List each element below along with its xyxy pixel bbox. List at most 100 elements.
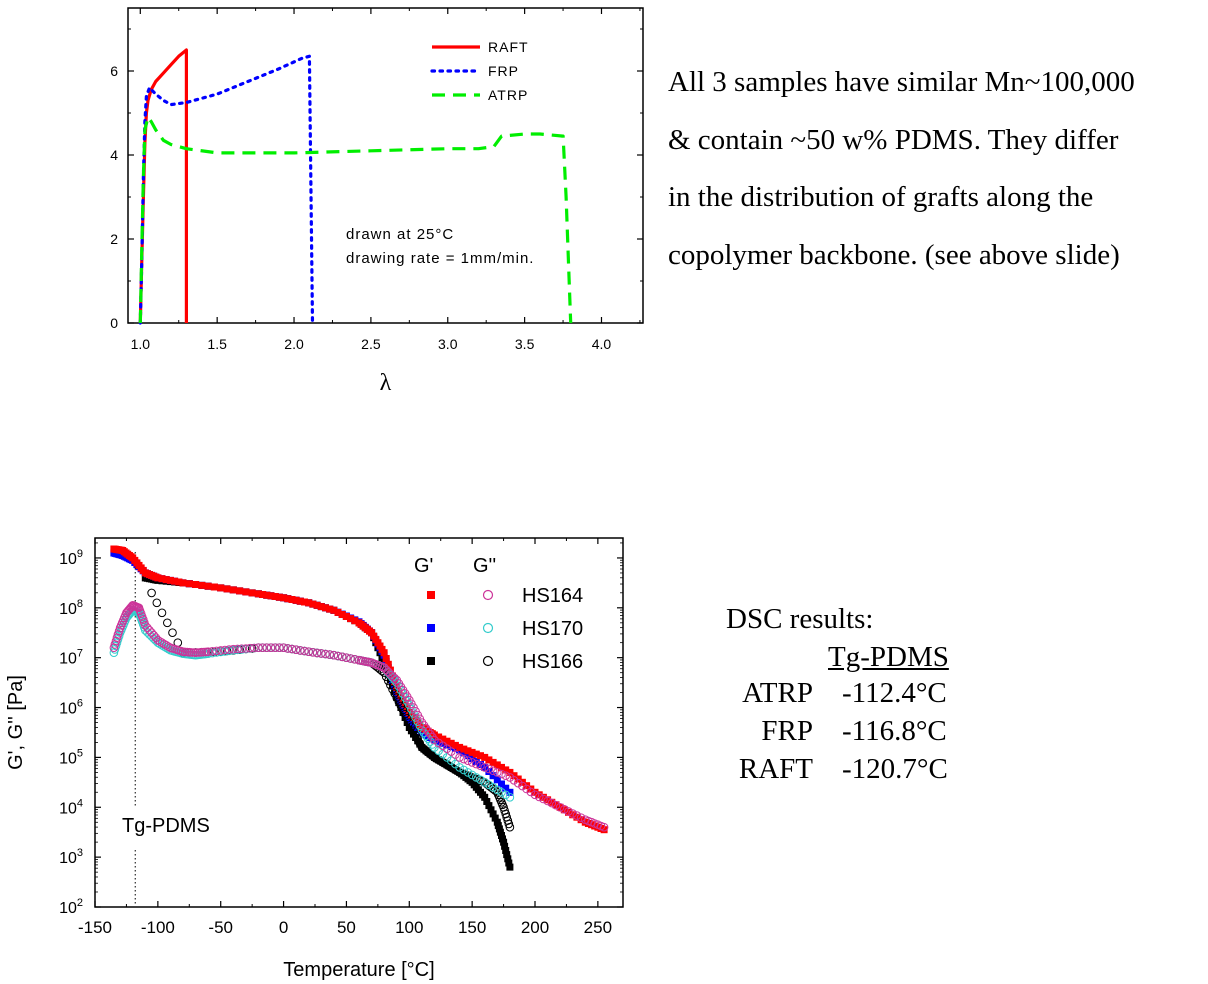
data-point-gdoubleprime-hs170	[484, 780, 494, 790]
data-point-gdoubleprime-hs164	[270, 643, 280, 653]
legend-header: G'	[414, 555, 433, 577]
data-point-gdoubleprime-hs170	[407, 704, 416, 714]
data-point-gprime-hs164	[510, 772, 518, 780]
data-point-gdoubleprime-hs164	[572, 811, 582, 820]
data-point-gdoubleprime-hs170	[493, 785, 502, 795]
data-point-gprime-hs170	[506, 788, 514, 796]
data-point-gdoubleprime-hs170	[476, 775, 485, 785]
data-point-gdoubleprime-hs164	[245, 643, 255, 653]
data-point-gdoubleprime-hs170	[405, 700, 414, 710]
data-point-gprime-hs164	[498, 763, 505, 771]
data-point-gprime-hs170	[489, 772, 497, 780]
data-point-gdoubleprime-hs164	[421, 724, 431, 733]
data-point-gdoubleprime-hs164	[543, 796, 552, 806]
data-point-gprime-hs164	[334, 608, 342, 616]
legend-label: RAFT	[488, 39, 529, 55]
dsc-row-value: -112.4°C	[842, 677, 947, 709]
data-point-gdoubleprime-hs170	[153, 638, 163, 648]
y-tick-label: 103	[59, 847, 83, 867]
data-point-gdoubleprime-hs164	[283, 644, 293, 653]
data-point-gprime-hs164	[399, 696, 407, 704]
data-point-gprime-hs164	[322, 604, 329, 612]
legend-swatch-square	[427, 657, 435, 665]
dsc-row: FRP -116.8°C	[726, 715, 971, 753]
data-point-gdoubleprime-hs166	[168, 628, 177, 638]
data-point-gdoubleprime-hs170	[467, 770, 477, 780]
data-point-gprime-hs164	[204, 582, 212, 590]
data-point-gdoubleprime-hs164	[419, 721, 429, 730]
data-point-gdoubleprime-hs164	[149, 630, 158, 640]
dsc-row-name: FRP	[761, 715, 813, 747]
paragraph-line: All 3 samples have similar Mn~100,000	[668, 66, 1135, 98]
data-point-gprime-hs164	[271, 593, 279, 600]
y-tick-label: 0	[110, 315, 118, 331]
x-tick-label: 3.0	[438, 336, 458, 352]
chart-annotation: drawing rate = 1mm/min.	[346, 250, 534, 267]
dsc-row-value: -120.7°C	[842, 753, 948, 785]
y-tick-label: 4	[110, 147, 118, 163]
data-point-gdoubleprime-hs164	[476, 761, 485, 771]
data-point-gdoubleprime-hs170	[480, 778, 490, 787]
data-point-gdoubleprime-hs164	[346, 654, 355, 663]
data-point-gdoubleprime-hs166	[409, 726, 418, 736]
data-point-gdoubleprime-hs164	[501, 771, 511, 781]
data-point-gdoubleprime-hs164	[145, 626, 154, 635]
data-point-gdoubleprime-hs166	[411, 730, 420, 740]
data-point-gdoubleprime-hs164	[425, 729, 435, 739]
data-point-gprime-hs170	[464, 752, 472, 760]
y-tick-label: 105	[59, 747, 83, 767]
data-point-gdoubleprime-hs164	[530, 790, 540, 800]
data-point-gdoubleprime-hs166	[157, 608, 167, 618]
data-point-gdoubleprime-hs170	[463, 768, 473, 777]
data-point-gdoubleprime-hs170	[459, 765, 469, 775]
x-tick-label: 150	[458, 918, 486, 937]
data-point-gprime-hs164	[342, 613, 350, 620]
legend-swatch-circle	[482, 655, 494, 667]
x-tick-label: 2.5	[361, 336, 381, 352]
data-point-gprime-hs164	[382, 655, 390, 662]
data-point-gdoubleprime-hs170	[455, 763, 464, 772]
x-tick-label: 1.5	[207, 336, 227, 352]
data-point-gprime-hs164	[464, 747, 472, 755]
y-tick-label: 108	[59, 598, 83, 618]
data-point-gdoubleprime-hs170	[411, 713, 420, 722]
data-point-gdoubleprime-hs164	[333, 651, 343, 661]
data-point-gprime-hs170	[498, 780, 505, 788]
data-point-gdoubleprime-hs166	[430, 753, 439, 762]
data-point-gdoubleprime-hs164	[233, 644, 242, 654]
data-point-gdoubleprime-hs164	[455, 753, 464, 762]
dsc-column-header: Tg-PDMS	[828, 641, 949, 673]
data-point-gdoubleprime-hs164	[241, 644, 251, 653]
data-point-gprime-hs164	[154, 574, 162, 582]
data-point-gdoubleprime-hs164	[342, 653, 351, 663]
legend-swatch-circle	[482, 589, 494, 601]
data-point-gprime-hs164	[397, 692, 405, 700]
data-point-gprime-hs166	[500, 838, 508, 846]
data-point-gprime-hs164	[477, 752, 484, 760]
data-point-gdoubleprime-hs164	[208, 647, 217, 656]
data-point-gprime-hs164	[171, 577, 179, 585]
data-point-gdoubleprime-hs166	[432, 754, 441, 764]
legend-label: HS170	[522, 618, 583, 640]
data-point-gprime-hs164	[175, 578, 183, 586]
data-point-gdoubleprime-hs164	[296, 646, 305, 655]
data-point-gprime-hs166	[502, 847, 510, 854]
data-point-gdoubleprime-hs164	[321, 649, 330, 659]
data-point-gdoubleprime-hs164	[287, 644, 297, 654]
data-point-gprime-hs164	[192, 581, 200, 588]
y-axis-label: G', G'' [Pa]	[5, 675, 27, 770]
data-point-gprime-hs164	[472, 750, 480, 758]
data-point-gdoubleprime-hs170	[488, 783, 498, 792]
data-point-gprime-hs164	[301, 598, 308, 606]
x-axis-label: Temperature [°C]	[283, 959, 434, 981]
data-point-gprime-hs164	[158, 575, 166, 583]
legend-swatch-circle	[482, 622, 494, 634]
data-point-gprime-hs164	[179, 579, 187, 587]
data-point-gdoubleprime-hs166	[398, 705, 408, 715]
data-point-gprime-hs164	[296, 597, 304, 605]
y-tick-label: 106	[59, 698, 83, 718]
dsc-row: ATRP -112.4°C	[726, 677, 971, 715]
data-point-gdoubleprime-hs166	[438, 758, 448, 767]
legend-label: FRP	[488, 63, 519, 79]
data-point-gprime-hs166	[491, 814, 499, 822]
